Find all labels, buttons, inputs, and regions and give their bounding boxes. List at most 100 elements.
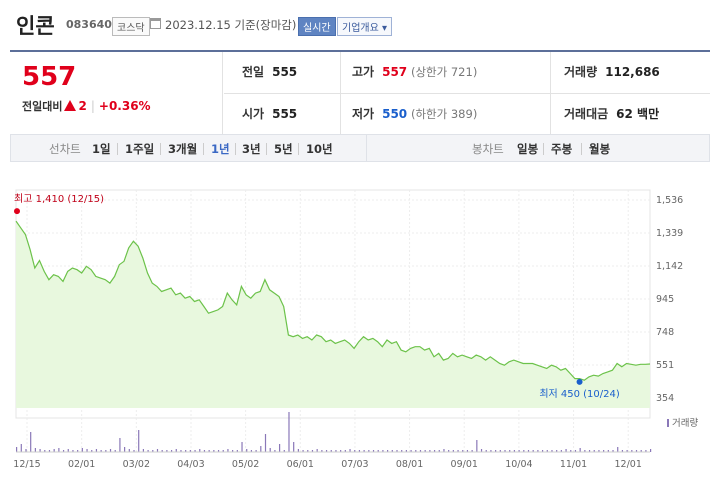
volume-bar: [147, 450, 149, 452]
volume-bar: [199, 449, 201, 452]
chart-tabs: 선차트 1일 1주일 3개월 1년 3년 5년 10년 봉차트 일봉 주봉 월봉: [10, 134, 710, 162]
volume-bar: [452, 450, 454, 452]
volume-bar: [349, 449, 351, 452]
volume-bar: [363, 450, 365, 452]
volume-bar: [415, 450, 417, 452]
volume-bar: [424, 450, 426, 452]
tab-separator: [581, 143, 582, 155]
volume-bar: [635, 450, 638, 452]
quote-panel: 557 전일대비 2 | +0.36% 전일 555 고가 557 (상한가 721) 거…: [10, 50, 710, 136]
line-chart-label: 선차트: [49, 142, 81, 156]
volume-bar: [58, 448, 60, 452]
volume-bar: [377, 450, 379, 452]
tab-1d[interactable]: 1일: [92, 142, 111, 156]
volume-bar: [128, 449, 130, 452]
up-triangle-icon: [64, 100, 77, 111]
volume-bar: [598, 450, 600, 452]
volume-bar: [358, 450, 361, 452]
volume-bar: [405, 450, 407, 452]
current-price-block: 557 전일대비 2 | +0.36%: [10, 52, 223, 136]
market-badge: 코스닥: [112, 17, 150, 36]
volume-bar: [546, 450, 548, 452]
tab-separator: [117, 143, 118, 155]
tab-separator: [160, 143, 161, 155]
y-tick-label: 1,536: [656, 195, 683, 206]
tab-separator: [298, 143, 299, 155]
tab-5y[interactable]: 5년: [274, 142, 293, 156]
volume-bar: [269, 448, 271, 452]
tab-1w[interactable]: 1주일: [125, 142, 155, 156]
high-marker: [14, 208, 20, 215]
volume-bar: [565, 449, 567, 452]
x-tick-label: 12/01: [614, 459, 641, 470]
x-axis: 12/15 02/01 03/02 04/03 05/02 06/01 07/03 08/01…: [13, 451, 650, 470]
volume-bar: [72, 450, 74, 452]
quote-row-2: 시가 555 저가 550 (하한가 389) 거래대금 62 백만: [224, 94, 710, 136]
volume-bar: [278, 444, 281, 452]
volume-bar: [119, 438, 121, 452]
volume-bar: [156, 449, 159, 452]
volume-bar: [39, 449, 41, 452]
volume-bar: [114, 450, 116, 452]
tab-3y[interactable]: 3년: [242, 142, 261, 156]
volume-bar: [109, 449, 112, 452]
volume-bar: [236, 450, 238, 452]
volume-bar: [133, 450, 135, 452]
y-tick-label: 1,142: [656, 261, 683, 272]
tab-monthly[interactable]: 월봉: [589, 142, 611, 156]
volume-bar: [560, 450, 562, 452]
volume-bar: [401, 450, 403, 452]
tab-10y[interactable]: 10년: [306, 142, 333, 156]
volume-bar: [175, 449, 177, 452]
volume-bar: [556, 450, 558, 452]
x-tick-label: 08/01: [396, 459, 423, 470]
volume-bar: [30, 432, 32, 452]
volume-bar: [593, 450, 595, 452]
price-chart[interactable]: 1,536 1,339 1,142 945 748 551 354 거래량 12/15 02/…: [0, 162, 715, 492]
volume-bar: [429, 450, 431, 452]
volume-bar: [495, 450, 497, 452]
volume-bar: [81, 448, 83, 452]
tab-1y[interactable]: 1년: [211, 142, 230, 156]
volume-bar: [67, 449, 69, 452]
volume: 거래량 112,686: [564, 65, 660, 79]
volume-bar: [189, 450, 191, 452]
change-amount: 2: [78, 99, 87, 113]
trade-value: 거래대금 62 백만: [564, 107, 660, 121]
calendar-icon: [150, 18, 161, 29]
tab-daily[interactable]: 일봉: [517, 142, 539, 156]
volume-bar: [180, 450, 182, 452]
volume-bar: [161, 450, 163, 452]
prev-close: 전일 555: [242, 65, 298, 79]
volume-bar: [354, 450, 356, 452]
tab-weekly[interactable]: 주봉: [551, 142, 573, 156]
volume-bar: [471, 450, 473, 452]
volume-bar: [222, 450, 224, 452]
y-tick-label: 354: [656, 393, 674, 404]
tab-3m[interactable]: 3개월: [168, 142, 198, 156]
volume-bar: [499, 450, 501, 452]
volume-bar: [20, 444, 22, 452]
realtime-button[interactable]: 실시간: [298, 17, 336, 36]
y-axis: 1,536 1,339 1,142 945 748 551 354: [656, 195, 683, 404]
volume-bar: [631, 450, 633, 452]
company-overview-dropdown[interactable]: 기업개요 ▾: [337, 17, 392, 36]
y-tick-label: 945: [656, 294, 674, 305]
volume-bar: [443, 449, 445, 452]
volume-bar: [283, 450, 285, 452]
x-tick-label: 07/03: [341, 459, 368, 470]
volume-bar: [335, 450, 337, 452]
volume-bar: [372, 450, 375, 452]
x-tick-label: 04/03: [177, 459, 204, 470]
volume-bar: [185, 450, 187, 452]
change-separator: |: [90, 99, 95, 113]
volume-bar: [640, 450, 642, 452]
volume-bar: [650, 449, 652, 452]
volume-bar: [274, 450, 276, 452]
volume-bar: [250, 450, 253, 452]
stock-code: 083640: [66, 18, 112, 31]
volume-bar: [241, 442, 243, 452]
volume-bar: [53, 449, 55, 452]
day-high: 고가 557 (상한가 721): [352, 65, 478, 79]
volume-bar: [584, 450, 586, 452]
